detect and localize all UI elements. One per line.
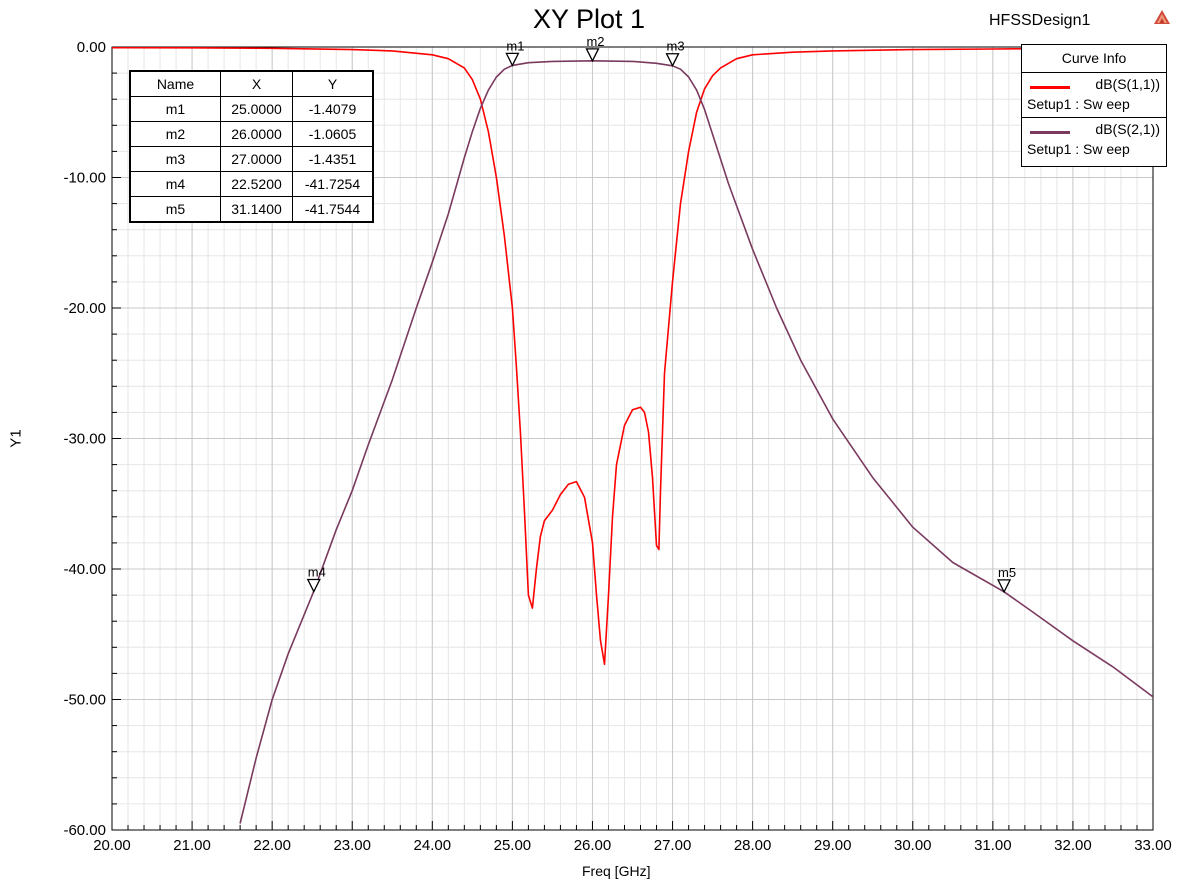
x-tick-label: 22.00 bbox=[253, 837, 291, 854]
marker-y: -41.7254 bbox=[292, 171, 373, 197]
table-row: m5 31.1400 -41.7544 bbox=[130, 196, 373, 222]
table-row: m3 27.0000 -1.4351 bbox=[130, 146, 373, 172]
design-name: HFSSDesign1 bbox=[989, 12, 1091, 29]
marker-x: 31.1400 bbox=[220, 196, 293, 222]
plot-title: XY Plot 1 bbox=[532, 4, 646, 34]
legend-series-name: dB(S(1,1)) bbox=[1095, 76, 1160, 92]
marker-y: -1.0605 bbox=[292, 121, 373, 147]
marker-m2 bbox=[585, 48, 600, 63]
marker-name: m5 bbox=[130, 196, 221, 222]
x-tick-label: 32.00 bbox=[1054, 837, 1092, 854]
marker-name: m4 bbox=[130, 171, 221, 197]
y-axis-label: Y1 bbox=[7, 429, 25, 448]
x-tick-label: 26.00 bbox=[574, 837, 612, 854]
y-tick-label: -50.00 bbox=[63, 692, 106, 709]
marker-name: m3 bbox=[130, 146, 221, 172]
marker-label-m4: m4 bbox=[308, 565, 326, 580]
legend-entry-s11: dB(S(1,1)) Setup1 : Sw eep bbox=[1022, 73, 1166, 118]
marker-col-x: X bbox=[220, 71, 293, 97]
y-tick-label: 0.00 bbox=[77, 39, 106, 56]
marker-y: -1.4351 bbox=[292, 146, 373, 172]
table-row: m2 26.0000 -1.0605 bbox=[130, 121, 373, 147]
y-tick-label: -10.00 bbox=[63, 170, 106, 187]
marker-m1 bbox=[505, 52, 520, 67]
ansoft-triangle-icon bbox=[1154, 10, 1170, 24]
marker-y: -1.4079 bbox=[292, 96, 373, 122]
marker-name: m2 bbox=[130, 121, 221, 147]
x-tick-label: 21.00 bbox=[173, 837, 211, 854]
marker-col-name: Name bbox=[130, 71, 221, 97]
x-tick-label: 29.00 bbox=[814, 837, 852, 854]
legend-title: Curve Info bbox=[1022, 45, 1166, 73]
marker-y: -41.7544 bbox=[292, 196, 373, 222]
legend-swatch-s21 bbox=[1030, 131, 1070, 134]
marker-m3 bbox=[665, 53, 680, 68]
series-line-s21 bbox=[239, 59, 1153, 824]
marker-col-y: Y bbox=[292, 71, 373, 97]
y-tick-label: -40.00 bbox=[63, 561, 106, 578]
x-tick-label: 28.00 bbox=[734, 837, 772, 854]
legend-entry-s21: dB(S(2,1)) Setup1 : Sw eep bbox=[1022, 118, 1166, 162]
marker-name: m1 bbox=[130, 96, 221, 122]
marker-table: Name X Y m1 25.0000 -1.4079 m2 26.0000 -… bbox=[129, 70, 374, 223]
table-row: m1 25.0000 -1.4079 bbox=[130, 96, 373, 122]
legend-series-setup: Setup1 : Sw eep bbox=[1027, 96, 1130, 112]
x-tick-label: 25.00 bbox=[494, 837, 532, 854]
table-row: m4 22.5200 -41.7254 bbox=[130, 171, 373, 197]
legend-series-name: dB(S(2,1)) bbox=[1095, 121, 1160, 137]
x-tick-label: 31.00 bbox=[974, 837, 1012, 854]
marker-label-m3: m3 bbox=[667, 39, 685, 54]
marker-label-m1: m1 bbox=[506, 38, 524, 53]
marker-label-m2: m2 bbox=[586, 34, 604, 49]
x-tick-label: 33.00 bbox=[1134, 837, 1172, 854]
x-tick-label: 24.00 bbox=[414, 837, 452, 854]
x-tick-label: 27.00 bbox=[654, 837, 692, 854]
legend-series-setup: Setup1 : Sw eep bbox=[1027, 141, 1130, 157]
x-axis-label: Freq [GHz] bbox=[582, 863, 651, 879]
curve-info-legend: Curve Info dB(S(1,1)) Setup1 : Sw eep dB… bbox=[1021, 44, 1167, 167]
marker-m5 bbox=[997, 579, 1012, 594]
x-tick-label: 30.00 bbox=[894, 837, 932, 854]
legend-swatch-s11 bbox=[1030, 86, 1070, 89]
marker-label-m5: m5 bbox=[998, 565, 1016, 580]
x-tick-label: 23.00 bbox=[333, 837, 371, 854]
y-tick-label: -30.00 bbox=[63, 431, 106, 448]
y-tick-label: -60.00 bbox=[63, 822, 106, 839]
marker-x: 22.5200 bbox=[220, 171, 293, 197]
marker-table-header: Name X Y bbox=[130, 71, 373, 97]
marker-x: 26.0000 bbox=[220, 121, 293, 147]
marker-x: 27.0000 bbox=[220, 146, 293, 172]
y-tick-label: -20.00 bbox=[63, 300, 106, 317]
series-line-s11 bbox=[112, 47, 1153, 666]
marker-x: 25.0000 bbox=[220, 96, 293, 122]
x-tick-label: 20.00 bbox=[93, 837, 131, 854]
marker-m4 bbox=[306, 578, 321, 593]
